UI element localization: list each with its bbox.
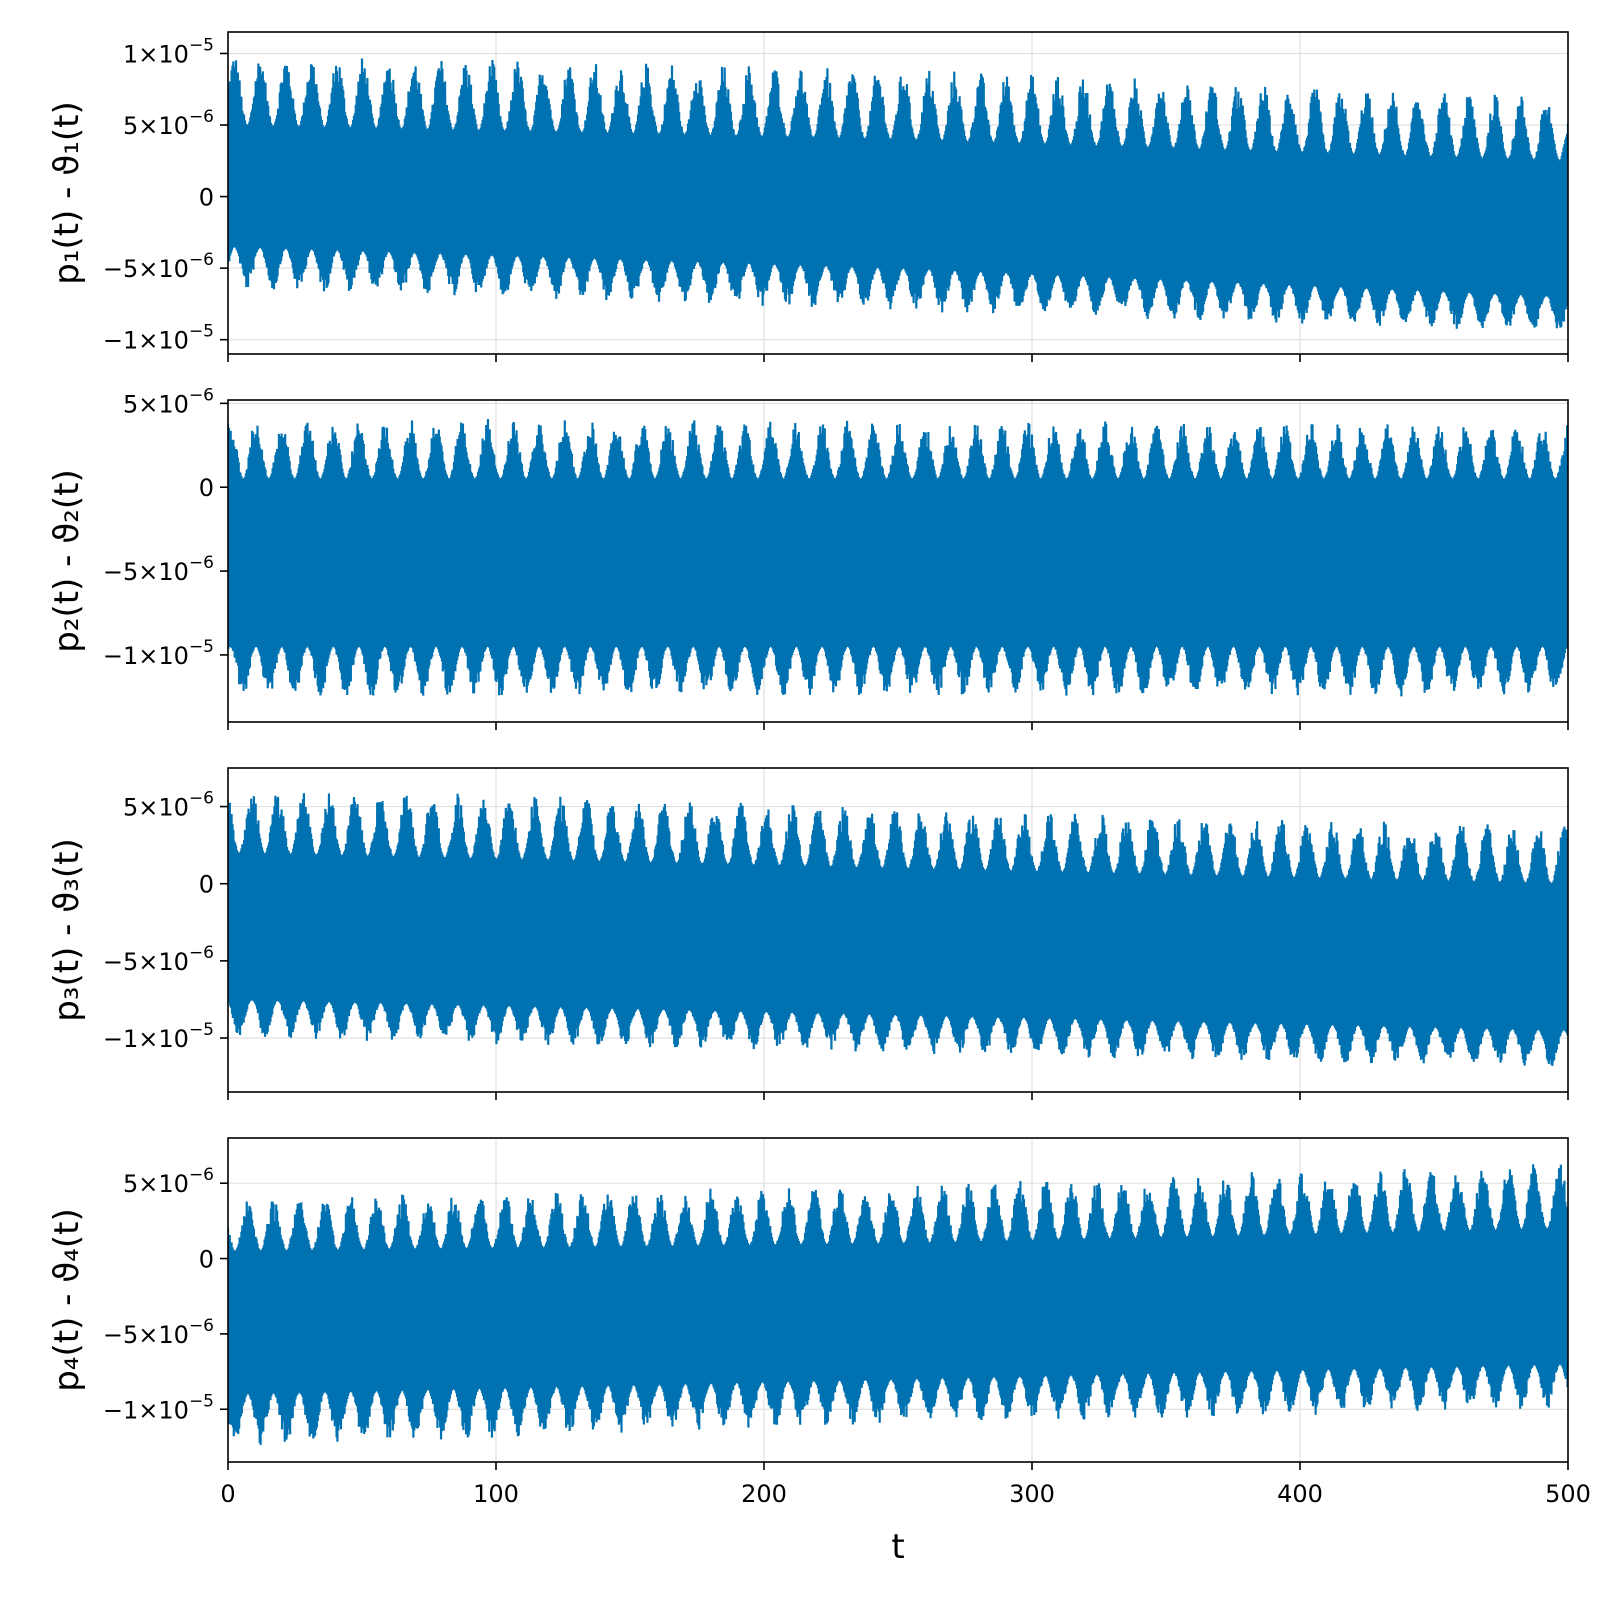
- y-axis-label: p₄(t) - ϑ₄(t): [47, 1208, 87, 1392]
- x-tick-label: 400: [1277, 1480, 1323, 1508]
- y-tick-label: 5×10−6: [123, 789, 214, 822]
- y-tick-label: −1×10−5: [103, 637, 214, 670]
- x-tick-label: 500: [1545, 1480, 1591, 1508]
- plot-frame: [227, 31, 1569, 355]
- series-line: [228, 58, 1568, 329]
- y-axis-label: p₃(t) - ϑ₃(t): [47, 838, 87, 1022]
- x-tick-label: 100: [473, 1480, 519, 1508]
- series-line: [228, 793, 1568, 1066]
- x-axis: 0 100 200 300 400 500 t: [220, 1480, 1591, 1567]
- y-tick-label: 5×10−6: [123, 385, 214, 418]
- plot-frame: [227, 1137, 1569, 1463]
- y-tick-label: 5×10−6: [123, 1165, 214, 1198]
- panel-1: 1×10−5 5×10−6 0 −5×10−6 −1×10−5 p₁(t) - ϑ₁(t): [47, 31, 1569, 362]
- y-tick-label: 1×10−5: [123, 35, 214, 68]
- x-tick-label: 0: [220, 1480, 235, 1508]
- y-tick-label: −1×10−5: [103, 1020, 214, 1053]
- y-axis-label: p₁(t) - ϑ₁(t): [47, 101, 87, 285]
- panel-3: 5×10−6 0 −5×10−6 −1×10−5 p₃(t) - ϑ₃(t): [47, 767, 1569, 1100]
- y-tick-label: 5×10−6: [123, 107, 214, 140]
- y-tick-label: −1×10−5: [103, 322, 214, 355]
- panel-2: 5×10−6 0 −5×10−6 −1×10−5 p₂(t) - ϑ₂(t): [47, 385, 1569, 730]
- y-tick-label: 0: [199, 1246, 214, 1274]
- y-tick-label: 0: [199, 184, 214, 212]
- y-tick-label: −5×10−6: [103, 1316, 214, 1349]
- x-tick-label: 300: [1009, 1480, 1055, 1508]
- plot-frame: [227, 399, 1569, 723]
- series-line: [228, 418, 1568, 697]
- y-tick-label: −5×10−6: [103, 250, 214, 283]
- panels: 1×10−5 5×10−6 0 −5×10−6 −1×10−5 p₁(t) - ϑ₁(t)…: [47, 31, 1569, 1470]
- x-axis-label: t: [891, 1527, 904, 1567]
- y-tick-label: −5×10−6: [103, 553, 214, 586]
- x-tick-label: 200: [741, 1480, 787, 1508]
- plot-frame: [227, 767, 1569, 1093]
- panel-4: 5×10−6 0 −5×10−6 −1×10−5 p₄(t) - ϑ₄(t): [47, 1137, 1569, 1470]
- y-tick-label: 0: [199, 474, 214, 502]
- y-axis-label: p₂(t) - ϑ₂(t): [47, 469, 87, 653]
- y-tick-label: −5×10−6: [103, 943, 214, 976]
- series-line: [228, 1164, 1568, 1445]
- y-tick-label: 0: [199, 871, 214, 899]
- y-tick-label: −1×10−5: [103, 1391, 214, 1424]
